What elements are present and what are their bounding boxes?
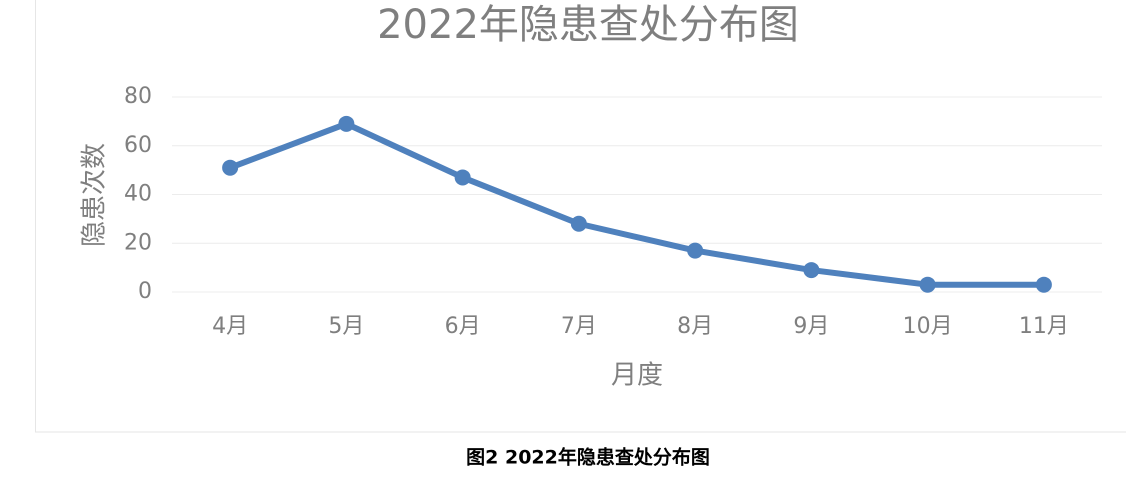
y-tick-label: 0: [138, 279, 152, 304]
x-tick-label: 7月: [561, 314, 597, 339]
x-tick-label: 11月: [1019, 314, 1069, 339]
marker: [222, 160, 238, 176]
y-axis-label: 隐患次数: [80, 143, 110, 247]
x-tick-label: 6月: [445, 314, 481, 339]
caption: 图2 2022年隐患查处分布图: [466, 446, 710, 469]
x-tick-label: 9月: [793, 314, 829, 339]
y-tick-label: 60: [124, 133, 152, 158]
marker: [455, 169, 471, 185]
x-tick-label: 8月: [677, 314, 713, 339]
marker: [920, 277, 936, 293]
y-tick-label: 20: [124, 230, 152, 255]
marker: [571, 216, 587, 232]
marker: [803, 262, 819, 278]
x-tick-label: 5月: [328, 314, 364, 339]
chart-title: 2022年隐患查处分布图: [377, 2, 799, 48]
marker: [687, 243, 703, 259]
x-tick-label: 4月: [212, 314, 248, 339]
x-axis-label: 月度: [611, 361, 663, 391]
y-tick-label: 40: [124, 182, 152, 207]
marker: [1036, 277, 1052, 293]
marker: [338, 116, 354, 132]
x-tick-label: 10月: [903, 314, 953, 339]
y-tick-label: 80: [124, 84, 152, 109]
